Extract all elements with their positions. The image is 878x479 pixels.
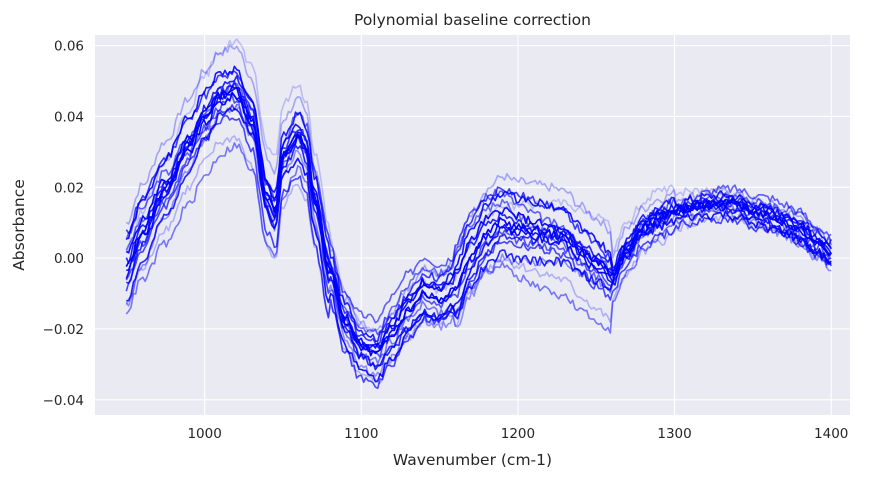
- x-axis-label: Wavenumber (cm-1): [393, 451, 552, 469]
- y-tick-label: 0.04: [54, 109, 84, 125]
- x-tick-label: 1200: [501, 426, 535, 442]
- y-tick-label: 0.02: [54, 180, 84, 196]
- x-tick-label: 1100: [344, 426, 378, 442]
- spectrum-line: [125, 103, 832, 378]
- x-tick-label: 1300: [657, 426, 691, 442]
- y-tick-label: 0.06: [54, 39, 84, 55]
- spectrum-line: [125, 135, 832, 385]
- y-tick-label: 0.00: [54, 251, 84, 267]
- spectrum-line: [125, 80, 832, 368]
- y-tick-label: −0.04: [43, 393, 84, 409]
- spectrum-line: [125, 94, 832, 358]
- chart-title: Polynomial baseline correction: [354, 11, 591, 29]
- x-tick-label: 1400: [814, 426, 848, 442]
- y-axis-label: Absorbance: [10, 179, 28, 271]
- spectrum-line: [125, 70, 832, 346]
- spectrum-line: [125, 103, 832, 336]
- spectrum-line: [125, 75, 832, 342]
- x-tick-label: 1000: [187, 426, 221, 442]
- series-group: [125, 38, 832, 390]
- tick-labels: 1000 1100 1200 1300 1400 −0.04 −0.02 0.00 0.02 0.…: [43, 39, 849, 442]
- y-tick-label: −0.02: [43, 322, 84, 338]
- spectrum-line: [125, 44, 832, 333]
- spectrum-line: [125, 114, 832, 390]
- spectrum-line: [125, 142, 832, 365]
- spectrum-line: [125, 87, 832, 349]
